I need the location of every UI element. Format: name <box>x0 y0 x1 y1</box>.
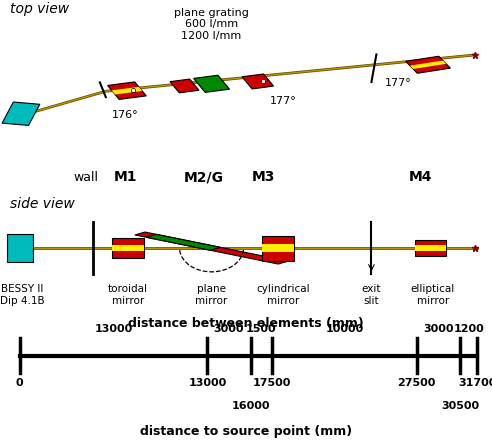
Text: 176°: 176° <box>112 110 139 120</box>
Text: 1500: 1500 <box>246 324 277 334</box>
Text: 177°: 177° <box>385 78 411 89</box>
Text: BESSY II
Dip 4.1B: BESSY II Dip 4.1B <box>0 284 44 306</box>
Text: cylindrical
mirror: cylindrical mirror <box>256 284 309 306</box>
Bar <box>262 235 294 261</box>
Text: 0: 0 <box>16 378 24 388</box>
Bar <box>415 240 446 256</box>
Text: exit
slit: exit slit <box>362 284 381 306</box>
Bar <box>262 244 294 252</box>
Bar <box>242 74 274 89</box>
Bar <box>112 238 144 258</box>
Text: side view: side view <box>10 198 75 211</box>
Bar <box>135 232 288 264</box>
Bar <box>415 245 446 251</box>
Text: plane grating
600 l/mm
1200 l/mm: plane grating 600 l/mm 1200 l/mm <box>174 8 249 41</box>
Text: M2/G: M2/G <box>184 171 224 184</box>
Text: 13000: 13000 <box>94 324 133 334</box>
Bar <box>112 87 142 94</box>
Text: wall: wall <box>74 172 98 184</box>
Text: 3000: 3000 <box>214 324 244 334</box>
Text: 13000: 13000 <box>188 378 226 388</box>
Bar <box>2 102 40 125</box>
Text: M4: M4 <box>409 171 432 184</box>
Text: top view: top view <box>10 2 69 16</box>
Bar <box>194 75 229 92</box>
Bar <box>410 60 446 69</box>
Bar <box>146 234 220 250</box>
Bar <box>108 82 146 99</box>
Text: 16000: 16000 <box>231 401 270 411</box>
Text: 10000: 10000 <box>325 324 364 334</box>
Text: M3: M3 <box>251 171 275 184</box>
Text: 1200: 1200 <box>453 324 484 334</box>
Text: 177°: 177° <box>270 96 296 106</box>
Bar <box>170 79 199 93</box>
Text: toroidal
mirror: toroidal mirror <box>108 284 148 306</box>
Text: distance to source point (mm): distance to source point (mm) <box>140 426 352 438</box>
Text: 17500: 17500 <box>253 378 291 388</box>
Text: 27500: 27500 <box>398 378 436 388</box>
Text: 30500: 30500 <box>441 401 479 411</box>
Bar <box>7 234 33 262</box>
Text: distance between elements (mm): distance between elements (mm) <box>128 317 364 329</box>
Text: plane
mirror: plane mirror <box>195 284 228 306</box>
Text: 31700: 31700 <box>458 378 492 388</box>
Bar <box>112 245 144 251</box>
Text: 3000: 3000 <box>423 324 454 334</box>
Text: elliptical
mirror: elliptical mirror <box>411 284 455 306</box>
Bar <box>406 56 450 73</box>
Text: M1: M1 <box>114 171 137 184</box>
